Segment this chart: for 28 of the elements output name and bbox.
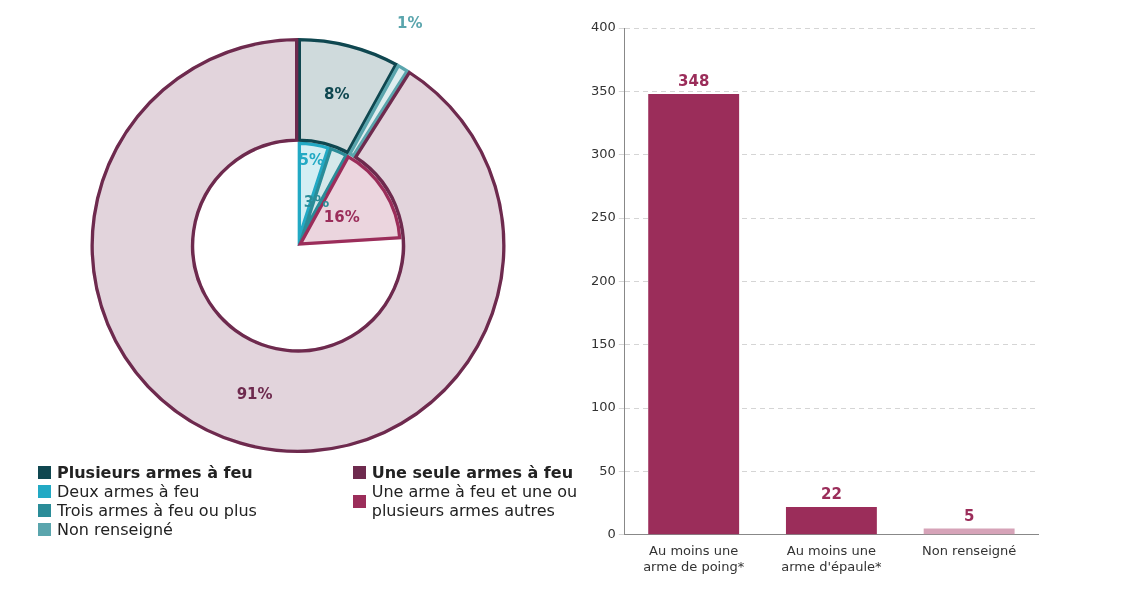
data-label: 8% — [323, 84, 350, 103]
x-tick-label: Au moins une arme d'épaule* — [781, 542, 883, 574]
y-tick-label: 400 — [590, 19, 616, 35]
data-label: 348 — [678, 72, 710, 91]
x-tick-label: Au moins une arme de poing* — [643, 542, 745, 574]
x-tick-label: Non renseigné — [922, 542, 1017, 558]
y-tick-label: 0 — [607, 526, 616, 542]
data-label: 22 — [820, 485, 842, 504]
y-tick-label: 250 — [590, 209, 616, 225]
y-tick-label: 200 — [590, 272, 616, 288]
y-tick-label: 300 — [590, 146, 616, 162]
legend-label: Non renseigné — [57, 520, 173, 539]
bar — [923, 528, 1015, 535]
legend-label: Une seule armes à feu — [371, 463, 574, 482]
bar — [648, 93, 740, 535]
bar — [785, 506, 877, 535]
legend-label: Une arme à feu et une ou plusieurs armes autres — [371, 482, 579, 520]
y-tick-label: 100 — [590, 399, 616, 415]
data-label: 91% — [236, 384, 273, 403]
legend-label: Plusieurs armes à feu — [57, 463, 253, 482]
y-tick-label: 50 — [599, 462, 616, 478]
data-label: 16% — [323, 207, 360, 226]
legend-label: Trois armes à feu ou plus — [57, 501, 257, 520]
data-label: 5 — [963, 506, 975, 525]
y-tick-label: 150 — [590, 336, 616, 352]
y-tick-label: 350 — [590, 82, 616, 98]
data-label: 1% — [397, 13, 423, 32]
legend-label: Deux armes à feu — [57, 482, 200, 501]
